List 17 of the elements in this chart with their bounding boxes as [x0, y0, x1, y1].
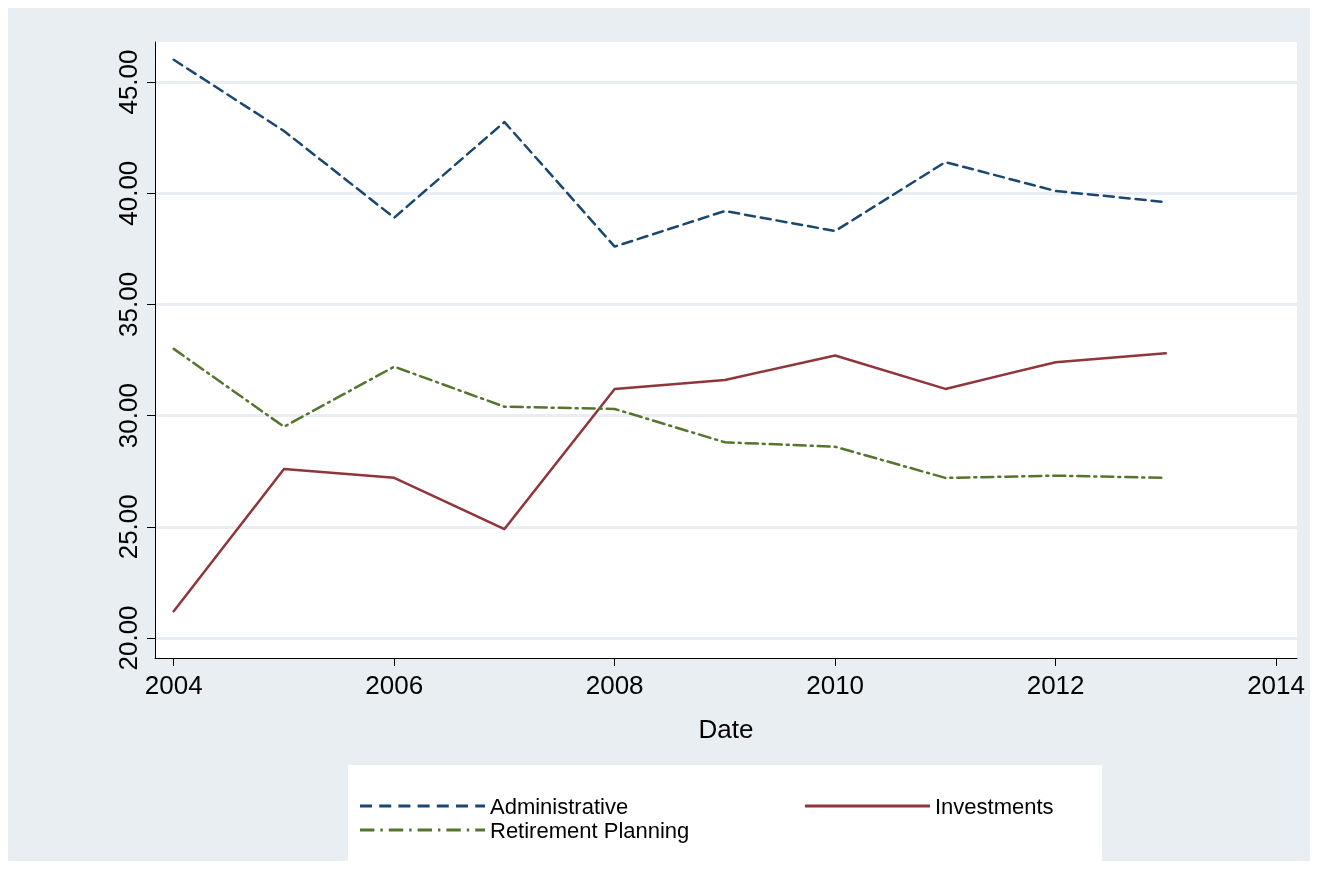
y-tick-label: 20.00	[113, 605, 143, 671]
legend-label: Investments	[935, 793, 1054, 819]
y-tick-label: 35.00	[113, 271, 143, 337]
x-tick-label: 2014	[1247, 670, 1305, 700]
x-tick-label: 2004	[144, 670, 203, 700]
legend-label: Retirement Planning	[490, 817, 690, 843]
y-tick-label: 45.00	[113, 49, 143, 115]
legend-label: Administrative	[490, 793, 629, 819]
x-axis-title: Date	[698, 714, 754, 744]
x-tick-label: 2012	[1026, 670, 1085, 700]
x-tick-label: 2010	[806, 670, 865, 700]
line-series	[172, 352, 1168, 613]
x-tick-label: 2008	[585, 670, 644, 700]
y-tick-label: 30.00	[113, 383, 143, 449]
y-tick-label: 25.00	[113, 494, 143, 560]
y-tick-label: 40.00	[113, 160, 143, 226]
x-tick-label: 2006	[365, 670, 424, 700]
